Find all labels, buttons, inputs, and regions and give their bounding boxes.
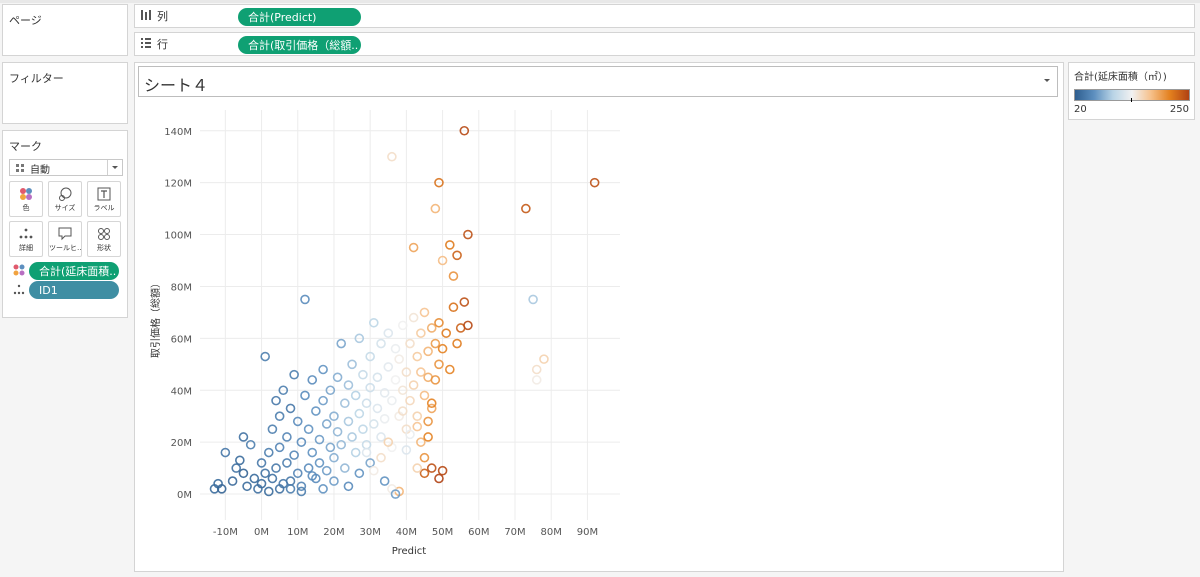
top-toolbar-strip — [0, 0, 1200, 3]
columns-icon — [141, 9, 151, 23]
detail-field-pill[interactable]: ID1 — [29, 281, 119, 299]
size-button[interactable]: サイズ — [48, 181, 82, 217]
sheet-title-box[interactable]: シート４ — [138, 66, 1058, 97]
tooltip-button-label: ツールヒ… — [49, 244, 81, 252]
auto-mark-icon — [16, 163, 25, 172]
marks-title: マーク — [9, 140, 42, 153]
columns-shelf[interactable]: 列 合計(Predict) — [134, 4, 1195, 28]
shape-button-label: 形状 — [97, 244, 111, 252]
legend-max-label: 250 — [1169, 104, 1189, 115]
sheet-view — [134, 62, 1064, 572]
legend-gradient — [1074, 89, 1190, 101]
size-icon — [49, 186, 81, 202]
label-icon — [88, 186, 120, 202]
rows-pill[interactable]: 合計(取引価格（総額.. — [238, 36, 361, 54]
shape-icon — [88, 226, 120, 242]
tooltip-button[interactable]: ツールヒ… — [48, 221, 82, 257]
rows-label: 行 — [157, 38, 168, 51]
columns-pill[interactable]: 合計(Predict) — [238, 8, 361, 26]
shape-button[interactable]: 形状 — [87, 221, 121, 257]
color-button-label: 色 — [22, 204, 30, 212]
label-button[interactable]: ラベル — [87, 181, 121, 217]
size-button-label: サイズ — [54, 204, 76, 212]
chevron-down-icon[interactable] — [1043, 75, 1051, 88]
chevron-down-icon — [107, 160, 122, 175]
legend-min-label: 20 — [1074, 104, 1087, 115]
pages-title: ページ — [9, 14, 42, 27]
pages-panel[interactable]: ページ — [2, 4, 128, 56]
mark-type-value: 自動 — [30, 165, 50, 176]
detail-icon — [10, 226, 42, 242]
filters-panel[interactable]: フィルター — [2, 62, 128, 124]
legend-marker — [1131, 98, 1132, 102]
color-field-pill[interactable]: 合計(延床面積.. — [29, 262, 119, 280]
filters-title: フィルター — [9, 72, 64, 85]
color-icon — [10, 186, 42, 202]
detail-button-label: 詳細 — [19, 244, 33, 252]
sheet-title: シート４ — [144, 76, 209, 95]
rows-shelf[interactable]: 行 合計(取引価格（総額.. — [134, 32, 1195, 56]
color-legend[interactable]: 合計(延床面積（㎡）) 20 250 — [1068, 62, 1195, 120]
rows-icon — [141, 37, 151, 51]
color-button[interactable]: 色 — [9, 181, 43, 217]
columns-label: 列 — [157, 10, 168, 23]
color-icon — [13, 264, 25, 279]
label-button-label: ラベル — [93, 204, 115, 212]
detail-icon — [13, 284, 25, 299]
legend-title: 合計(延床面積（㎡）) — [1074, 72, 1167, 83]
detail-button[interactable]: 詳細 — [9, 221, 43, 257]
tooltip-icon — [49, 226, 81, 242]
mark-type-dropdown[interactable]: 自動 — [9, 159, 123, 176]
